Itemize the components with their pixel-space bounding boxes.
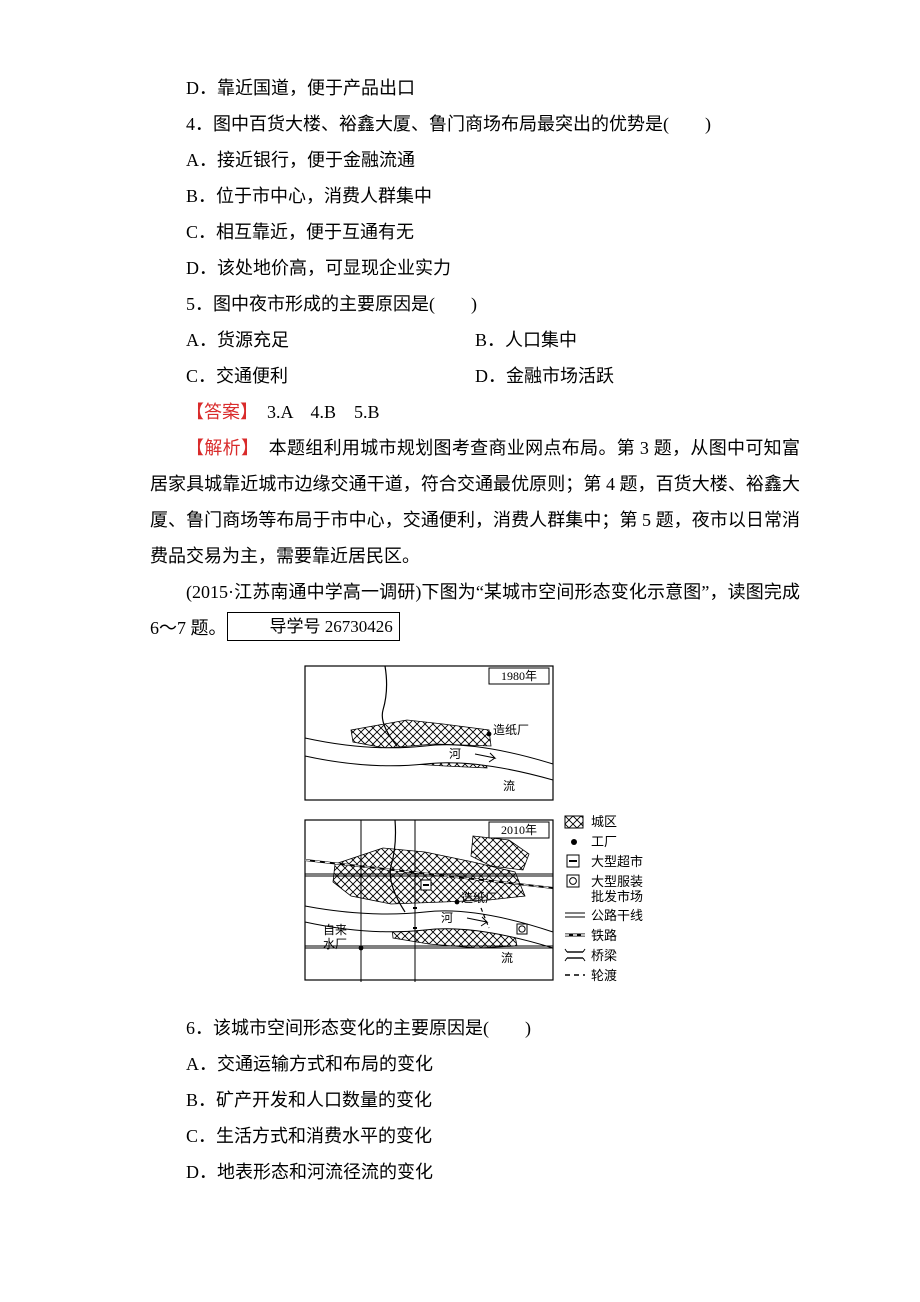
intro-paragraph: (2015·江苏南通中学高一调研)下图为“某城市空间形态变化示意图”，读图完成 … bbox=[150, 574, 800, 646]
svg-text:水厂: 水厂 bbox=[323, 937, 347, 951]
q3-option-d: D．靠近国道，便于产品出口 bbox=[150, 70, 800, 106]
svg-text:造纸厂: 造纸厂 bbox=[493, 723, 529, 737]
q6-option-d: D．地表形态和河流径流的变化 bbox=[150, 1154, 800, 1190]
svg-text:流: 流 bbox=[501, 951, 513, 965]
answer-label: 【答案】 bbox=[186, 402, 249, 422]
q5-stem: 5．图中夜市形成的主要原因是( ) bbox=[150, 286, 800, 322]
q4-option-c: C．相互靠近，便于互通有无 bbox=[150, 214, 800, 250]
svg-text:流: 流 bbox=[503, 779, 515, 793]
svg-text:公路干线: 公路干线 bbox=[591, 908, 643, 923]
svg-text:工厂: 工厂 bbox=[591, 834, 617, 849]
svg-text:造纸厂: 造纸厂 bbox=[461, 891, 497, 905]
svg-text:批发市场: 批发市场 bbox=[591, 889, 643, 904]
svg-text:河: 河 bbox=[449, 747, 461, 761]
svg-text:轮渡: 轮渡 bbox=[591, 968, 617, 983]
svg-text:大型超市: 大型超市 bbox=[591, 854, 643, 869]
q4-option-b: B．位于市中心，消费人群集中 bbox=[150, 178, 800, 214]
svg-text:1980年: 1980年 bbox=[501, 669, 537, 683]
q5-option-a: A．货源充足 bbox=[150, 322, 475, 358]
explanation-paragraph: 【解析】 本题组利用城市规划图考查商业网点布局。第 3 题，从图中可知富居家具城… bbox=[150, 430, 800, 574]
svg-text:2010年: 2010年 bbox=[501, 823, 537, 837]
q6-option-c: C．生活方式和消费水平的变化 bbox=[150, 1118, 800, 1154]
q4-option-a: A．接近银行，便于金融流通 bbox=[150, 142, 800, 178]
svg-text:桥梁: 桥梁 bbox=[591, 948, 617, 963]
explain-label: 【解析】 bbox=[186, 438, 250, 458]
q5-option-d: D．金融市场活跃 bbox=[475, 358, 800, 394]
answer-text: 3.A 4.B 5.B bbox=[249, 402, 380, 422]
q5-option-c: C．交通便利 bbox=[150, 358, 475, 394]
figure-svg: 1980年河流造纸厂2010年河流造纸厂自来水厂城区工厂大型超市大型服装批发市场… bbox=[265, 660, 685, 990]
q5-option-b: B．人口集中 bbox=[475, 322, 800, 358]
q6-stem: 6．该城市空间形态变化的主要原因是( ) bbox=[150, 1010, 800, 1046]
svg-text:铁路: 铁路 bbox=[591, 928, 617, 943]
svg-text:河: 河 bbox=[441, 911, 453, 925]
q4-option-d: D．该处地价高，可显现企业实力 bbox=[150, 250, 800, 286]
figure-urban-form: 1980年河流造纸厂2010年河流造纸厂自来水厂城区工厂大型超市大型服装批发市场… bbox=[150, 660, 800, 1002]
q6-option-b: B．矿产开发和人口数量的变化 bbox=[150, 1082, 800, 1118]
svg-text:自来: 自来 bbox=[323, 923, 347, 937]
answer-line: 【答案】 3.A 4.B 5.B bbox=[150, 394, 800, 430]
q4-stem: 4．图中百货大楼、裕鑫大厦、鲁门商场布局最突出的优势是( ) bbox=[150, 106, 800, 142]
svg-text:大型服装: 大型服装 bbox=[591, 874, 643, 889]
q6-option-a: A．交通运输方式和布局的变化 bbox=[150, 1046, 800, 1082]
svg-text:城区: 城区 bbox=[591, 814, 617, 829]
reference-box: 导学号 26730426 bbox=[227, 612, 400, 641]
